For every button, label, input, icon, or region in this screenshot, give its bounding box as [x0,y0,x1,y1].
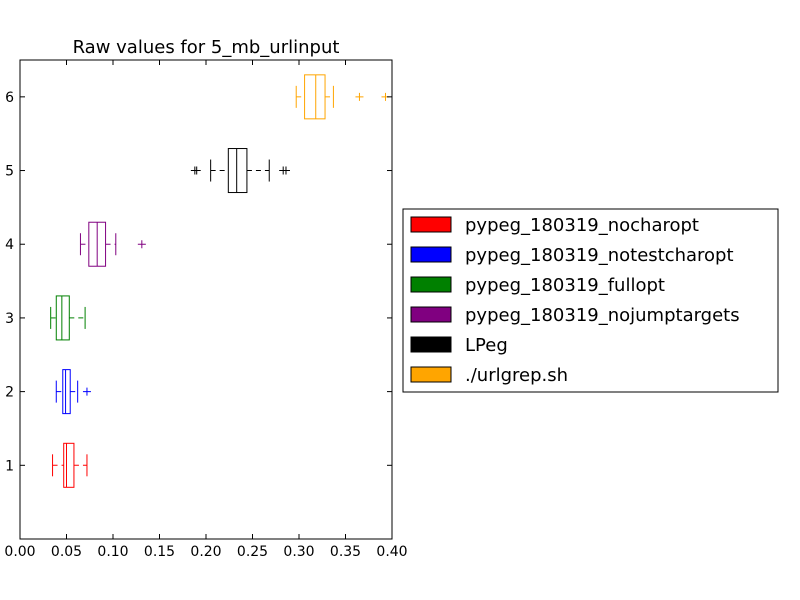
plot-frame [19,59,393,540]
chart-title: Raw values for 5_mb_urlinput [73,37,340,58]
box-iqr [62,369,71,415]
x-tick-label: 0.15 [144,544,175,560]
outlier-point [82,387,91,396]
axes: 0.00 0.05 0.10 0.15 0.20 0.25 0.30 0.35 0.40 1 2 3 4… [4,60,408,560]
box-iqr [55,295,70,341]
x-tick-label: 0.30 [283,544,314,560]
legend-swatch [410,366,452,383]
x-tick-label: 0.35 [330,544,361,560]
box-iqr [63,442,75,488]
boxplot-6 [295,74,390,120]
boxplot-5 [190,148,290,194]
box-iqr [227,148,248,194]
legend-box [402,208,779,393]
outlier-point [355,92,364,101]
y-tick-label: 4 [5,237,14,253]
x-tick-label: 0.00 [4,544,35,560]
plot-marks [50,74,390,488]
legend: pypeg_180319_nocharopt pypeg_180319_notes… [402,208,779,393]
boxplot-1 [52,442,88,488]
boxplot-2 [55,369,91,415]
legend-label: pypeg_180319_notestcharopt [465,245,734,266]
x-tick-label: 0.20 [190,544,221,560]
legend-swatch [410,336,452,353]
legend-swatch [410,216,452,233]
boxplot-4 [79,221,146,267]
legend-label: pypeg_180319_nojumptargets [465,305,740,326]
outlier-point [137,240,146,249]
y-tick-label: 2 [5,385,14,401]
legend-label: pypeg_180319_fullopt [465,275,665,296]
x-tick-label: 0.40 [376,544,407,560]
y-tick-label: 1 [5,458,14,474]
legend-label: pypeg_180319_nocharopt [465,215,699,236]
legend-label: LPeg [465,335,508,356]
boxplot-3 [50,295,86,341]
legend-swatch [410,306,452,323]
x-tick-label: 0.25 [237,544,268,560]
y-tick-label: 5 [5,164,14,180]
outlier-point [192,166,201,175]
outlier-point [281,166,290,175]
legend-label: ./urlgrep.sh [465,365,568,386]
y-tick-label: 6 [5,90,14,106]
x-tick-label: 0.05 [51,544,82,560]
x-tick-label: 0.10 [97,544,128,560]
legend-swatch [410,276,452,293]
box-iqr [304,74,326,120]
y-tick-label: 3 [5,311,14,327]
legend-swatch [410,246,452,263]
